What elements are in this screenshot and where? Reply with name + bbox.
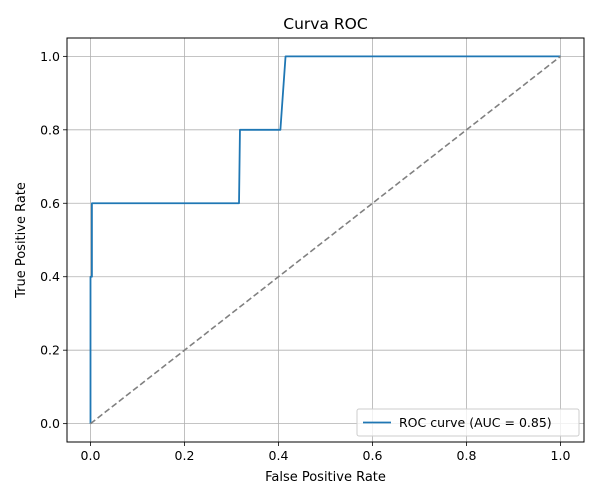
x-tick-label: 0.0 [81, 448, 101, 463]
x-tick-label: 0.2 [175, 448, 195, 463]
legend-label-roc: ROC curve (AUC = 0.85) [399, 415, 552, 430]
series-layer [89, 55, 561, 425]
ticks: 0.0 0.2 0.4 0.6 0.8 1.0 0.0 0.2 0.4 0.6 0.8 1.0 [40, 49, 570, 463]
y-tick-label: 0.8 [40, 122, 60, 137]
y-tick-label: 0.4 [40, 269, 60, 284]
grid [67, 38, 584, 442]
chance-diagonal-line [90, 55, 561, 425]
x-tick-label: 0.6 [363, 448, 383, 463]
axes-frame [66, 37, 585, 443]
chart-title: Curva ROC [283, 15, 367, 33]
x-axis-label: False Positive Rate [265, 470, 386, 485]
roc-curve-line [89, 55, 561, 424]
x-tick-label: 0.8 [457, 448, 477, 463]
legend-box [356, 408, 580, 437]
y-tick-label: 0.2 [40, 343, 60, 358]
y-tick-label: 0.6 [40, 196, 60, 211]
y-tick-label: 0.0 [40, 416, 60, 431]
legend: ROC curve (AUC = 0.85) [356, 408, 580, 437]
y-tick-label: 1.0 [40, 49, 60, 64]
y-axis-label: True Positive Rate [14, 182, 29, 299]
x-tick-label: 1.0 [551, 448, 571, 463]
x-tick-label: 0.4 [269, 448, 289, 463]
